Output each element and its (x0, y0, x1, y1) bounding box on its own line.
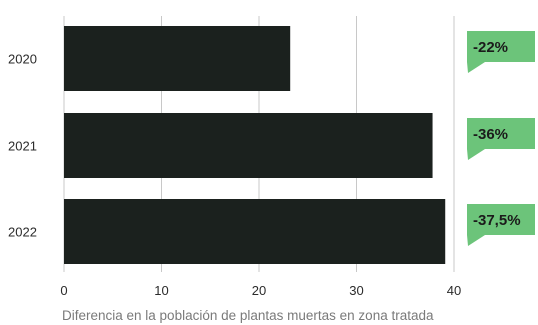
value-annotations: -22% -36% -37,5% (467, 31, 535, 246)
annotation-callout-shape (467, 31, 535, 73)
y-tick-label: 2022 (8, 225, 37, 240)
annotation-callout-shape (467, 204, 535, 246)
bar-2021 (64, 113, 433, 178)
bar-2022 (64, 199, 446, 264)
annotation-label: -37,5% (473, 212, 521, 229)
x-tick-labels: 0 10 20 30 40 (60, 283, 461, 298)
y-tick-label: 2021 (8, 139, 37, 154)
y-tick-label: 2020 (8, 52, 37, 67)
annotation-2020: -22% (467, 31, 535, 73)
annotation-2021: -36% (467, 118, 535, 160)
annotation-2022: -37,5% (467, 204, 535, 246)
x-axis-label: Diferencia en la población de plantas mu… (62, 308, 434, 323)
annotation-label: -36% (473, 126, 508, 143)
bars (64, 26, 446, 264)
x-tick-label: 20 (252, 283, 266, 298)
y-tick-labels: 2020 2021 2022 (8, 52, 37, 240)
x-tick-label: 30 (349, 283, 363, 298)
x-tick-label: 40 (447, 283, 461, 298)
annotation-callout-shape (467, 118, 535, 160)
x-tick-label: 10 (154, 283, 168, 298)
annotation-label: -22% (473, 39, 508, 56)
bar-2020 (64, 26, 291, 91)
x-tick-label: 0 (60, 283, 67, 298)
